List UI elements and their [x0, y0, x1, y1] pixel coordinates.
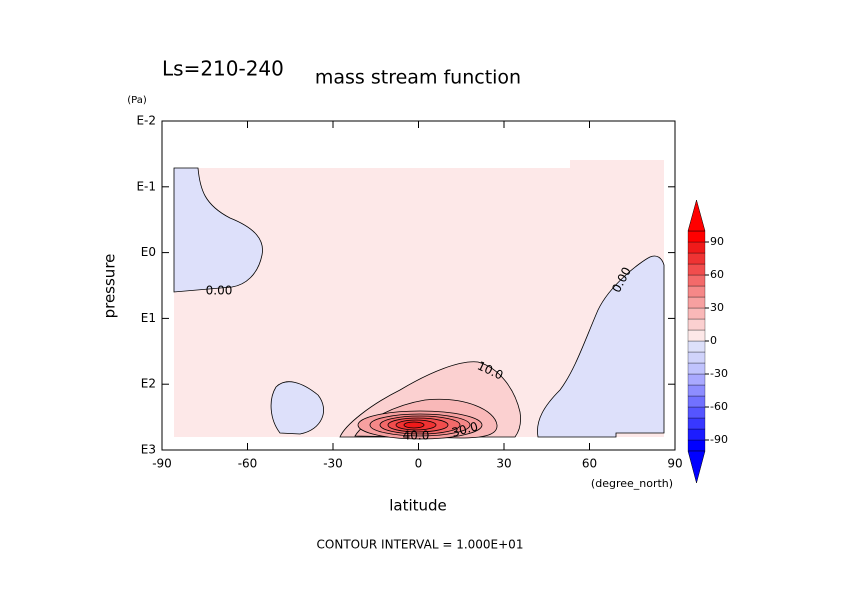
contour-label: 40.0 [403, 429, 430, 443]
y-tick-label: E2 [141, 377, 156, 391]
colorbar-bin [687, 307, 706, 320]
positive-region [403, 421, 425, 429]
colorbar-bin [687, 406, 706, 419]
colorbar-bin [687, 296, 706, 309]
colorbar-tick-label: 60 [710, 268, 724, 281]
x-tick-label: 30 [496, 457, 511, 471]
x-tick-label: 0 [415, 457, 423, 471]
colorbar-bin [687, 230, 706, 243]
x-tick-label: -90 [152, 457, 172, 471]
y-tick-label: E1 [141, 311, 156, 325]
y-unit: (Pa) [127, 95, 147, 106]
colorbar-bin [687, 263, 706, 276]
negative-region [270, 381, 324, 435]
colorbar-bin [687, 417, 706, 430]
colorbar-bin [687, 340, 706, 353]
chart-subtitle: Ls=210-240 [162, 57, 284, 81]
contour-field [173, 160, 665, 440]
footer-note: CONTOUR INTERVAL = 1.000E+01 [317, 538, 524, 552]
colorbar-tick-label: -90 [710, 433, 728, 446]
x-tick-label: 60 [582, 457, 597, 471]
colorbar-bin [687, 428, 706, 441]
negative-region [537, 255, 665, 438]
contour-label: 30.0 [450, 419, 479, 439]
x-tick-label: -60 [238, 457, 258, 471]
colorbar-bin [687, 241, 706, 254]
colorbar-bin [687, 362, 706, 375]
y-tick-label: E-1 [136, 179, 156, 193]
colorbar-bin [687, 373, 706, 386]
y-axis-label: pressure [101, 254, 119, 319]
colorbar-bin [687, 439, 706, 452]
x-axis-label: latitude [389, 497, 447, 515]
colorbar-tick-label: -60 [710, 400, 728, 413]
x-tick-label: 90 [667, 457, 682, 471]
y-tick-label: E3 [141, 443, 156, 457]
contour-label: 0.00 [206, 284, 233, 298]
x-tick-label: -30 [323, 457, 343, 471]
colorbar-bin [687, 395, 706, 408]
colorbar-bin [687, 318, 706, 331]
colorbar-bin [687, 329, 706, 342]
colorbar-tick-label: -30 [710, 367, 728, 380]
colorbar-extend [687, 199, 706, 232]
colorbar-bin [687, 274, 706, 287]
colorbar-bin [687, 351, 706, 364]
y-tick-label: E-2 [136, 114, 156, 128]
colorbar-tick-label: 90 [710, 235, 724, 248]
negative-region [173, 167, 263, 293]
chart-title: mass stream function [315, 67, 521, 89]
field-background [570, 160, 664, 170]
colorbar-tick-label: 30 [710, 301, 724, 314]
colorbar-tick-label: 0 [710, 334, 717, 347]
colorbar-extend [687, 450, 706, 484]
colorbar-bin [687, 384, 706, 397]
y-tick-label: E0 [141, 245, 156, 259]
colorbar-bin [687, 285, 706, 298]
colorbar-bin [687, 252, 706, 265]
x-unit: (degree_north) [591, 477, 673, 490]
